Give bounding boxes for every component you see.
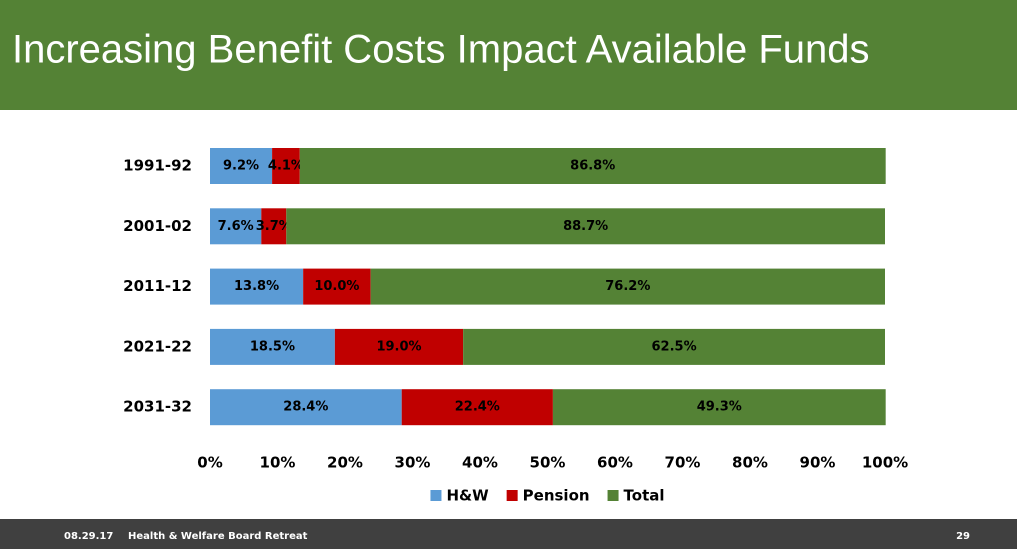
legend: H&W Pension Total xyxy=(430,487,665,505)
data-label: 4.1% xyxy=(268,159,304,174)
x-tick-label: 30% xyxy=(395,454,431,472)
header-bar xyxy=(0,0,1017,110)
data-label: 88.7% xyxy=(563,219,608,234)
x-tick-label: 100% xyxy=(862,454,908,472)
x-tick-label: 90% xyxy=(800,454,836,472)
y-tick-label: 1991-92 xyxy=(123,157,192,175)
x-tick-label: 50% xyxy=(530,454,566,472)
x-tick-label: 60% xyxy=(597,454,633,472)
bar-segment xyxy=(210,389,402,426)
bar-segment xyxy=(334,328,464,365)
bar-segment xyxy=(401,389,553,426)
x-tick-label: 20% xyxy=(327,454,363,472)
legend-label: Pension xyxy=(523,487,590,505)
y-tick-label: 2001-02 xyxy=(123,217,192,235)
bar-segment xyxy=(210,148,273,184)
data-label: 62.5% xyxy=(652,339,697,354)
data-label: 7.6% xyxy=(218,219,254,234)
x-tick-label: 40% xyxy=(462,454,498,472)
data-label: 9.2% xyxy=(223,159,259,174)
footer-event: Health & Welfare Board Retreat xyxy=(128,531,308,542)
bar-segment xyxy=(210,328,335,365)
data-label: 19.0% xyxy=(376,339,421,354)
bar-segment xyxy=(370,268,885,305)
data-label: 86.8% xyxy=(570,159,615,174)
footer-bar xyxy=(0,519,1017,549)
legend-swatch xyxy=(506,490,518,501)
x-tick-label: 10% xyxy=(260,454,296,472)
x-tick-label: 80% xyxy=(732,454,768,472)
chart-title: Increasing Benefit Costs Impact Availabl… xyxy=(12,28,870,72)
y-tick-label: 2021-22 xyxy=(123,337,192,355)
legend-label: Total xyxy=(624,487,665,505)
data-label: 28.4% xyxy=(283,400,328,415)
bar-segment xyxy=(261,208,287,245)
bar-segment xyxy=(286,208,885,245)
bar-segment xyxy=(272,148,300,184)
legend-swatch xyxy=(607,490,619,501)
bar-segment xyxy=(210,268,304,305)
data-label: 18.5% xyxy=(250,339,295,354)
footer-date: 08.29.17 xyxy=(64,531,113,542)
bar-segment xyxy=(299,148,886,184)
x-tick-label: 0% xyxy=(197,454,222,472)
bar-segment xyxy=(463,328,885,365)
bar-segment xyxy=(210,208,262,245)
data-label: 49.3% xyxy=(697,400,742,415)
x-tick-label: 70% xyxy=(665,454,701,472)
y-tick-label: 2031-32 xyxy=(123,398,192,416)
footer-page: 29 xyxy=(956,531,970,542)
legend-swatch xyxy=(430,490,442,501)
data-label: 22.4% xyxy=(455,400,500,415)
data-label: 10.0% xyxy=(314,279,359,294)
data-label: 13.8% xyxy=(234,279,279,294)
bar-segment xyxy=(552,389,886,426)
bar-segment xyxy=(303,268,371,305)
data-label: 76.2% xyxy=(605,279,650,294)
legend-label: H&W xyxy=(446,487,489,505)
data-label: 3.7% xyxy=(256,219,292,234)
y-tick-label: 2011-12 xyxy=(123,277,192,295)
